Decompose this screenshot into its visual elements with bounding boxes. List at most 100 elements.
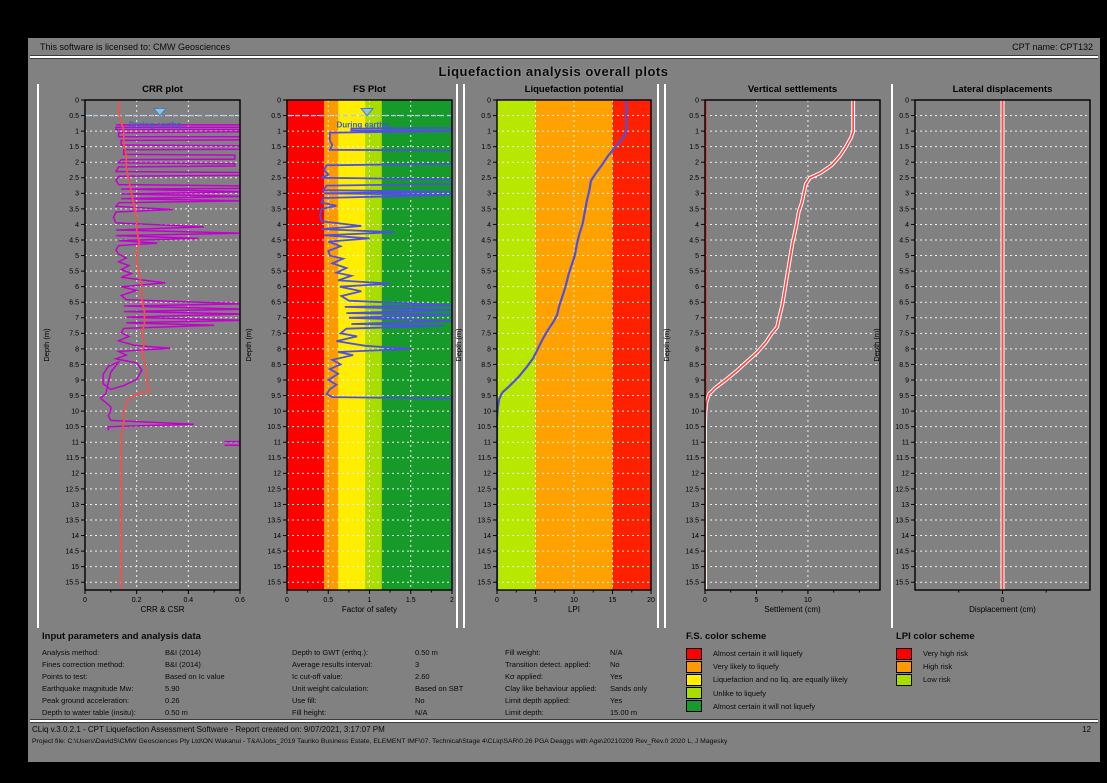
depth-tick-label: 11 [274,440,281,447]
parameter-label: Use fill: [292,695,317,705]
depth-tick-label: 15 [483,564,491,571]
depth-tick-label: 7.5 [481,331,491,338]
legend-item: Unlike to liquefy [686,687,848,700]
depth-tick-label: 15 [273,564,281,571]
parameter-value: No [610,659,620,669]
parameter-label: Fill height: [292,707,327,717]
depth-tick-label: 13.5 [685,517,699,524]
depth-tick-label: 8 [905,346,909,353]
depth-tick-label: 15.5 [477,580,491,587]
depth-tick-label: 9 [905,377,909,384]
legend-item: Almost certain it will not liquefy [686,700,848,713]
depth-tick-label: 14 [483,533,491,540]
legend-color-swatch-icon [686,687,702,700]
depth-tick-label: 8.5 [899,362,909,369]
depth-tick-label: 7.5 [69,331,79,338]
y-axis-label: Depth (m) [662,328,671,362]
depth-tick-label: 4.5 [899,237,909,244]
y-axis-label: Depth (m) [454,328,463,362]
depth-tick-label: 8 [75,346,79,353]
parameter-label: Depth to GWT (erthq.): [292,648,369,657]
depth-tick-label: 5.5 [899,269,909,276]
depth-tick-label: 6 [75,284,79,291]
band [287,100,325,590]
depth-tick-label: 13.5 [65,517,79,524]
depth-tick-label: 2.5 [689,175,699,182]
depth-tick-label: 9 [487,377,491,384]
depth-tick-label: 0 [695,97,699,104]
x-tick-label: 10 [804,597,812,604]
depth-tick-label: 12 [273,471,281,478]
depth-tick-label: 13 [273,502,281,509]
depth-tick-label: 14.5 [685,549,699,556]
x-tick-label: 0 [495,597,499,604]
depth-tick-label: 11 [484,440,491,447]
depth-tick-label: 8 [487,346,491,353]
depth-tick-label: 11.5 [268,455,281,462]
band [381,100,452,590]
depth-tick-label: 4 [695,222,699,229]
depth-tick-label: 8 [277,346,281,353]
depth-tick-label: 2.5 [481,175,491,182]
parameter-value: No [415,695,425,705]
band [365,100,382,590]
parameter-value: B&I (2014) [165,648,201,657]
depth-tick-label: 3.5 [899,206,909,213]
parameter-label: Unit weight calculation: [292,683,369,693]
parameter-row: Earthquake magnitude Mw: 5.90 [42,683,225,695]
depth-tick-label: 12 [71,471,79,478]
x-tick-label: 0 [285,597,289,604]
x-tick-label: 0 [1001,597,1005,604]
parameter-label: Depth to water table (insitu): [42,707,136,717]
input-parameters-column-3: Fill weight: N/A Transition detect. applie… [505,647,647,718]
charts-canvas: 00.511.522.533.544.555.566.577.588.599.5… [42,84,1091,614]
depth-tick-label: 3 [75,191,79,198]
depth-tick-label: 11.5 [478,455,491,462]
depth-tick-label: 12 [901,471,909,478]
depth-tick-label: 3 [695,191,699,198]
parameter-label: Fines correction method: [42,659,125,669]
x-tick-label: 5 [755,597,759,604]
depth-tick-label: 4.5 [481,237,491,244]
depth-tick-label: 10.5 [685,424,699,431]
parameter-value: Yes [610,695,623,705]
x-axis-label: Settlement (cm) [764,605,821,614]
legend-color-swatch-icon [896,673,912,686]
series-CRR-segment [224,440,240,447]
depth-tick-label: 14.5 [895,549,909,556]
depth-tick-label: 13.5 [895,517,909,524]
depth-tick-label: 7.5 [899,331,909,338]
depth-tick-label: 15 [71,564,79,571]
depth-tick-label: 9.5 [69,393,79,400]
panel-separator [463,84,465,628]
depth-tick-label: 4.5 [689,237,699,244]
fs-color-scheme-heading: F.S. color scheme [686,631,767,642]
chart-fs: 00.511.522.533.544.555.566.577.588.599.5… [244,84,454,614]
parameter-label: Average results interval: [292,659,373,669]
legend-item: High risk [896,660,968,673]
x-tick-label: 1.5 [406,597,416,604]
parameter-label: Clay like behaviour applied: [505,683,597,693]
parameter-row: Unit weight calculation: Based on SBT [292,683,463,695]
depth-tick-label: 14.5 [65,549,79,556]
parameter-value: Sands only [610,683,648,693]
depth-tick-label: 14 [901,533,909,540]
depth-tick-label: 9.5 [689,393,699,400]
parameter-value: N/A [415,707,428,717]
depth-tick-label: 10 [273,409,281,416]
series-cumulative-settlement [705,100,855,590]
depth-tick-label: 7 [75,315,79,322]
series-CRR [99,124,240,431]
depth-tick-label: 2 [487,160,491,167]
water-table-marker-icon [152,108,168,117]
parameter-value: 0.26 [165,695,180,705]
parameter-value: Yes [610,671,623,681]
parameter-value: 2.60 [415,671,430,681]
depth-tick-label: 7 [695,315,699,322]
depth-tick-label: 8 [695,346,699,353]
legend-color-swatch-icon [686,660,702,673]
depth-tick-label: 5 [905,253,909,260]
y-axis-label: Depth (m) [872,328,881,362]
band [612,100,651,590]
legend-item: Low risk [896,673,968,686]
